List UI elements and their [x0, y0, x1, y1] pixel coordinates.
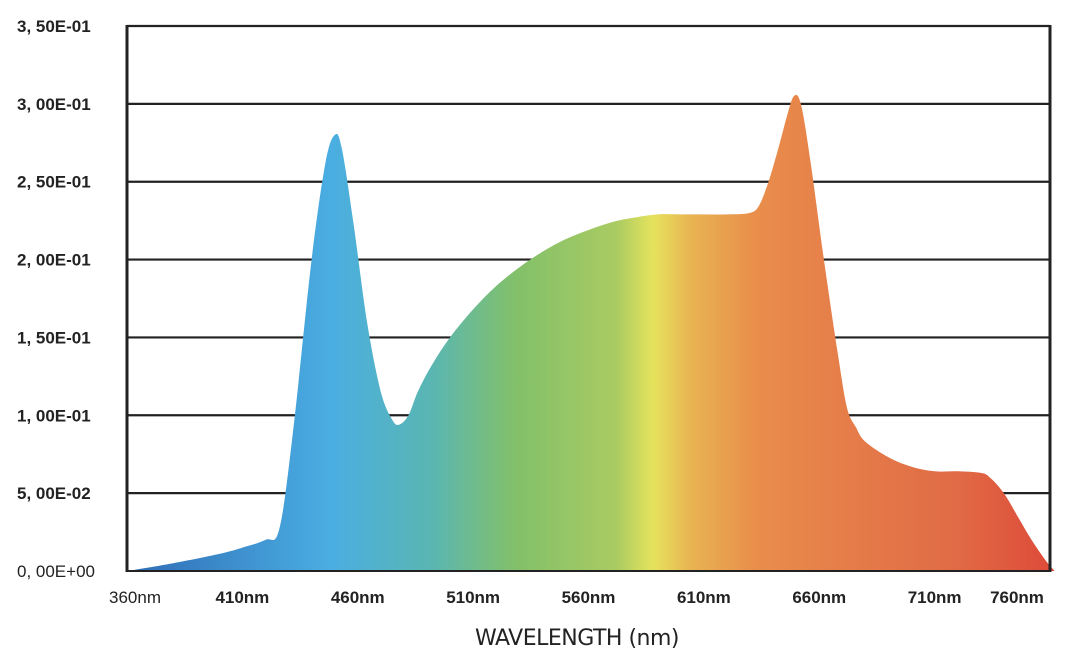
x-tick-label: 660nm	[792, 588, 846, 607]
x-axis-tick-labels: 360nm 410nm 460nm 510nm 560nm 610nm 660nm 710nm…	[109, 588, 1044, 607]
x-tick-label: 360nm	[109, 588, 161, 607]
x-tick-label: 710nm	[908, 588, 962, 607]
y-tick-label: 1, 50E-01	[17, 328, 91, 347]
y-tick-label: 5, 00E-02	[17, 484, 91, 503]
y-tick-label: 2, 00E-01	[17, 251, 91, 270]
x-tick-label: 410nm	[215, 588, 269, 607]
y-tick-label: 2, 50E-01	[17, 173, 91, 192]
x-tick-label: 760nm	[990, 588, 1044, 607]
y-axis-tick-labels: 0, 00E+00 5, 00E-02 1, 00E-01 1, 50E-01 2, 0…	[17, 17, 95, 581]
y-tick-label: 3, 50E-01	[17, 17, 91, 36]
x-tick-label: 610nm	[677, 588, 731, 607]
y-tick-label: 1, 00E-01	[17, 406, 91, 425]
x-tick-label: 510nm	[446, 588, 500, 607]
x-tick-label: 560nm	[562, 588, 616, 607]
plot-frame	[125, 25, 1052, 572]
x-axis-title: WAVELENGTH (nm)	[475, 626, 679, 651]
x-tick-label: 460nm	[331, 588, 385, 607]
y-tick-label: 0, 00E+00	[17, 562, 95, 581]
y-tick-label: 3, 00E-01	[17, 95, 91, 114]
spectrum-area	[127, 94, 1055, 571]
